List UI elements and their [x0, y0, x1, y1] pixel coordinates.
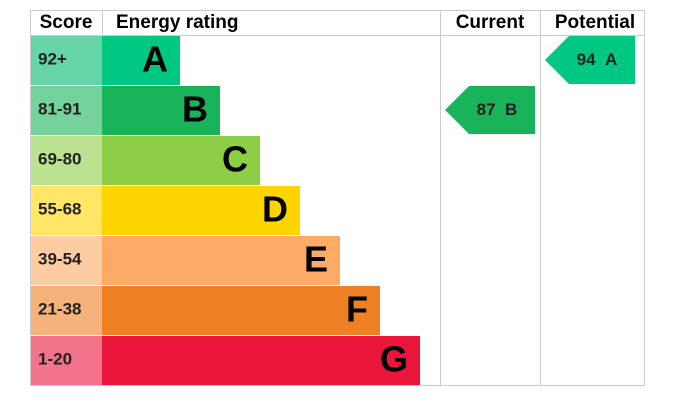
score-label: 21-38: [38, 299, 81, 318]
current-letter: B: [505, 100, 517, 119]
rating-header: Energy rating: [116, 12, 238, 33]
current-value: 87: [477, 100, 496, 119]
rating-bar: [102, 336, 420, 385]
frame: [30, 10, 645, 386]
rating-bar: [102, 86, 220, 135]
rating-letter: B: [182, 89, 208, 130]
potential-header: Potential: [555, 12, 635, 33]
score-cell: [31, 286, 102, 335]
rating-letter: G: [380, 339, 408, 380]
rating-bar: [102, 136, 260, 185]
score-header: Score: [40, 12, 93, 33]
score-cell: [31, 86, 102, 135]
rating-bar: [102, 186, 300, 235]
score-cell: [31, 236, 102, 285]
rating-letter: E: [304, 239, 328, 280]
score-label: 69-80: [38, 149, 81, 168]
current-arrow: [445, 86, 535, 134]
score-cell: [31, 336, 102, 385]
score-label: 1-20: [38, 349, 72, 368]
potential-label: 94 A: [577, 50, 618, 69]
rating-bar: [102, 236, 340, 285]
potential-value: 94: [577, 50, 596, 69]
current-header: Current: [456, 12, 525, 33]
score-cell: [31, 136, 102, 185]
rating-bar: [102, 286, 380, 335]
score-label: 92+: [38, 49, 67, 68]
score-label: 81-91: [38, 99, 81, 118]
rating-bar: [102, 36, 180, 85]
score-label: 55-68: [38, 199, 81, 218]
current-label: 87 B: [477, 100, 518, 119]
rating-letter: D: [262, 189, 288, 230]
rating-letter: A: [142, 39, 168, 80]
score-cell: [31, 186, 102, 235]
potential-arrow: [545, 36, 635, 84]
score-label: 39-54: [38, 249, 82, 268]
rating-letter: C: [222, 139, 248, 180]
rating-letter: F: [346, 289, 368, 330]
potential-letter: A: [605, 50, 617, 69]
score-cell: [31, 36, 102, 85]
